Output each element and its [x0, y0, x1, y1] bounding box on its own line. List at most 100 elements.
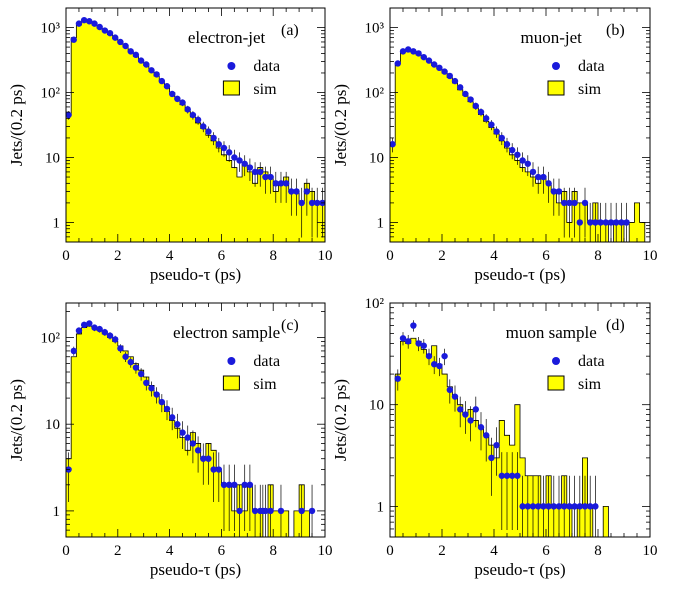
y-tick-label: 10²: [41, 331, 61, 347]
data-point: [472, 102, 479, 110]
data-point: [457, 406, 464, 413]
x-tick-label: 4: [490, 248, 498, 264]
data-point: [592, 219, 599, 226]
data-point: [288, 188, 295, 195]
data-point: [298, 199, 305, 207]
data-point: [660, 219, 666, 225]
panel-label: (a): [281, 22, 299, 39]
data-point: [503, 141, 511, 148]
legend-sim-label: sim: [578, 81, 602, 98]
data-point: [70, 36, 77, 43]
data-point: [665, 219, 671, 225]
x-tick-label: 6: [542, 543, 550, 559]
data-point: [259, 507, 267, 515]
data-point: [509, 472, 516, 479]
data-point: [80, 16, 88, 24]
data-point: [555, 503, 563, 510]
data-point: [168, 414, 176, 421]
data-point: [457, 84, 464, 91]
data-point: [112, 34, 119, 41]
legend-sim-swatch: [222, 375, 240, 391]
data-point: [158, 398, 166, 406]
data-point: [540, 173, 547, 181]
data-point: [91, 20, 98, 27]
x-tick-label: 10: [318, 543, 333, 559]
legend-data-marker: [227, 357, 236, 365]
data-point: [132, 364, 140, 371]
data-point: [519, 503, 526, 510]
data-point: [555, 188, 563, 195]
data-point: [220, 481, 228, 489]
data-point: [153, 391, 160, 398]
data-point: [394, 60, 401, 67]
data-point: [361, 200, 367, 206]
panel-label: (d): [606, 317, 625, 334]
data-point: [225, 149, 233, 156]
legend-data-label: data: [578, 58, 605, 75]
y-axis-label: Jets/(0.2 ps): [7, 379, 26, 461]
data-point: [420, 53, 427, 61]
data-point: [184, 434, 191, 441]
data-point: [132, 51, 140, 59]
data-point: [205, 455, 212, 462]
x-tick-label: 8: [594, 248, 602, 264]
x-tick-label: 4: [490, 543, 498, 559]
data-point: [405, 46, 412, 53]
data-point: [86, 18, 93, 25]
data-point: [410, 322, 417, 329]
data-point: [75, 20, 83, 27]
data-point: [488, 454, 495, 462]
legend-data-marker: [227, 62, 236, 70]
legend-data-label: data: [253, 353, 280, 370]
legend-sim-label: sim: [253, 81, 277, 98]
data-point: [205, 128, 212, 135]
data-point: [613, 219, 620, 226]
sim-histogram: [390, 49, 650, 242]
data-point: [509, 146, 516, 154]
data-point: [519, 157, 526, 164]
data-point: [174, 421, 181, 428]
x-tick-label: 4: [166, 248, 174, 264]
x-tick-label: 0: [62, 543, 70, 559]
data-point: [446, 386, 453, 394]
x-axis-label: pseudo-τ (ps): [474, 265, 565, 284]
data-point: [277, 507, 285, 515]
data-point: [174, 95, 181, 103]
data-point: [350, 219, 356, 225]
data-point: [436, 64, 443, 72]
data-point: [148, 385, 155, 392]
y-axis-label: Jets/(0.2 ps): [331, 379, 350, 461]
data-point: [231, 154, 238, 161]
data-point: [210, 134, 217, 142]
data-point: [153, 71, 160, 78]
data-point: [272, 180, 279, 187]
annotation: muon-jet: [521, 28, 583, 47]
x-tick-label: 0: [62, 248, 70, 264]
data-point: [561, 199, 568, 207]
data-point: [576, 503, 583, 510]
data-point: [587, 503, 594, 510]
data-point: [436, 362, 443, 370]
data-point: [488, 121, 495, 128]
x-tick-label: 4: [166, 543, 174, 559]
data-point: [493, 441, 500, 449]
data-point: [592, 503, 599, 510]
data-point: [451, 77, 459, 85]
data-point: [303, 188, 311, 195]
data-point: [566, 503, 573, 510]
data-point: [66, 111, 72, 119]
panel-1: 0 2 4 6 8 10 1 10 10² 10³ pseudo-τ (ps) Jets/(0.2 p…: [7, 7, 367, 284]
data-point: [483, 432, 490, 439]
data-point: [308, 507, 316, 515]
data-point: [241, 160, 248, 167]
data-point: [184, 106, 191, 113]
data-point: [561, 503, 568, 510]
data-point: [91, 324, 98, 331]
x-tick-label: 10: [318, 248, 333, 264]
data-point: [425, 352, 433, 360]
annotation: electron-jet: [188, 28, 266, 47]
data-point: [462, 90, 469, 98]
legend-data-marker: [552, 357, 560, 365]
panel-label: (c): [281, 317, 299, 334]
data-point: [472, 406, 479, 413]
